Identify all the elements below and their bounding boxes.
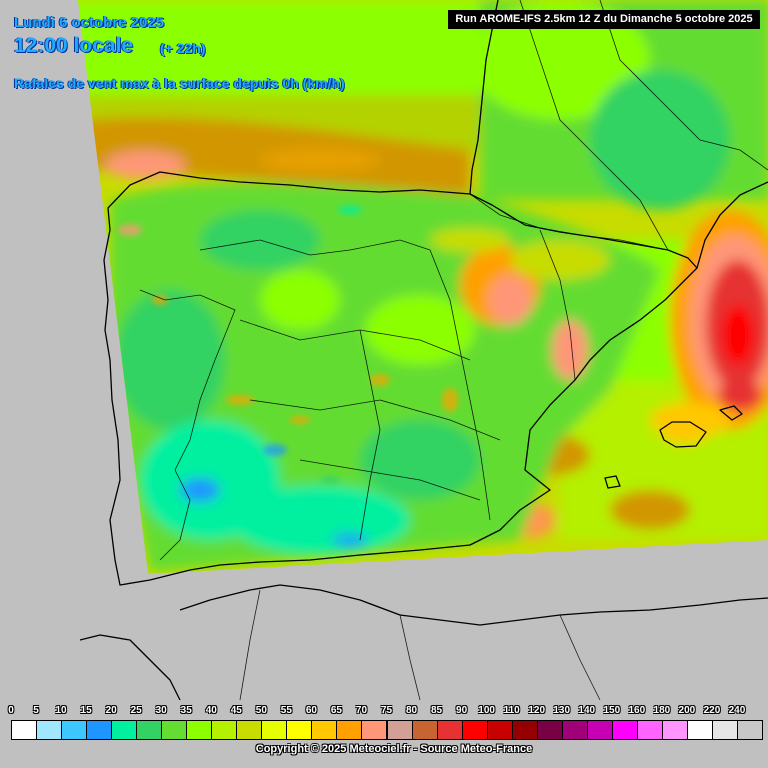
legend-tick-label: 45 [230,705,242,716]
color-legend: 0 5 10 15 20 25 30 35 40 45 50 55 60 65 70 75 80 85 90 100 1… [0,702,768,752]
legend-swatch [311,720,338,740]
legend-tick-label: 130 [553,705,571,716]
legend-tick-label: 5 [33,705,39,716]
legend-swatch [111,720,138,740]
copyright-text: Copyright © 2025 Meteociel.fr - Source M… [255,743,533,755]
product-title: Rafales de vent max à la surface depuis … [14,75,345,91]
legend-tick-label: 20 [105,705,117,716]
legend-tick-label: 85 [431,705,443,716]
legend-tick-label: 140 [578,705,596,716]
legend-swatch [36,720,63,740]
legend-swatch [11,720,38,740]
legend-tick-label: 25 [130,705,142,716]
legend-swatch [661,720,688,740]
legend-swatch [486,720,513,740]
legend-tick-label: 65 [330,705,342,716]
legend-swatch [586,720,613,740]
model-domain [78,0,768,574]
legend-tick-label: 180 [653,705,671,716]
legend-swatch [236,720,263,740]
legend-swatch [611,720,638,740]
legend-tick-label: 100 [478,705,495,716]
legend-swatch [736,720,763,740]
legend-tick-label: 220 [703,705,721,716]
legend-swatch [86,720,113,740]
legend-tick-label: 35 [180,705,192,716]
legend-swatch [511,720,538,740]
legend-tick-label: 200 [678,705,696,716]
legend-swatch [411,720,438,740]
legend-tick-label: 150 [603,705,621,716]
legend-tick-label: 0 [8,705,14,716]
legend-swatch [361,720,388,740]
legend-tick-label: 55 [280,705,292,716]
legend-tick-label: 15 [80,705,92,716]
legend-swatch [636,720,663,740]
legend-swatch [336,720,363,740]
legend-swatch [711,720,738,740]
legend-tick-label: 60 [305,705,317,716]
legend-tick-label: 110 [503,705,520,716]
coastlines [79,0,768,701]
legend-swatch [386,720,413,740]
legend-swatch [186,720,213,740]
legend-swatch [536,720,563,740]
legend-swatch [261,720,288,740]
legend-swatch [61,720,88,740]
legend-tick-label: 240 [728,705,746,716]
legend-swatch [686,720,713,740]
borders [139,0,768,701]
legend-tick-label: 80 [405,705,418,716]
legend-tick-label: 40 [205,705,217,716]
legend-swatch [211,720,238,740]
legend-tick-label: 160 [628,705,646,716]
legend-tick-label: 120 [528,705,546,716]
legend-tick-label: 50 [255,705,267,716]
legend-swatch [286,720,313,740]
forecast-date: Lundi 6 octobre 2025 [14,14,165,31]
forecast-time: 12:00 locale [14,34,134,57]
forecast-offset: (+ 22h) [160,40,206,56]
legend-tick-label: 70 [355,705,368,716]
legend-tick-label: 75 [380,705,393,716]
legend-swatch [136,720,163,740]
legend-tick-label: 90 [456,705,468,716]
run-info-label: Run AROME-IFS 2.5km 12 Z du Dimanche 5 o… [448,10,760,29]
legend-swatch [561,720,588,740]
legend-tick-label: 30 [155,705,167,716]
legend-swatch [436,720,463,740]
legend-swatch [461,720,488,740]
legend-swatch [161,720,188,740]
legend-tick-label: 10 [55,705,67,716]
